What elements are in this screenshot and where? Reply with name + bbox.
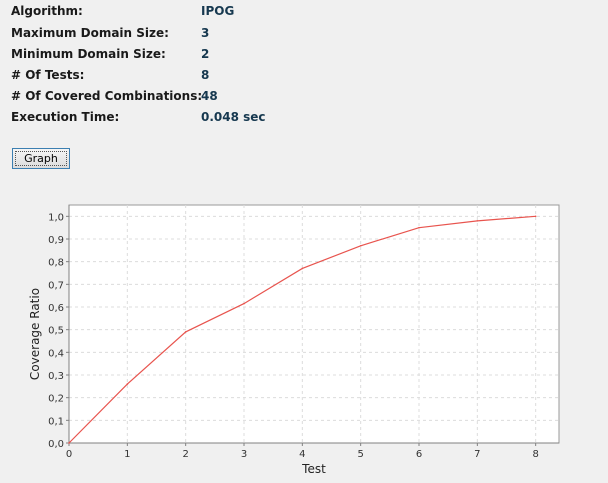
data-point xyxy=(359,245,362,247)
coverage-chart-svg: 0 1 2 3 4 5 6 7 8 0,0 0,1 0,2 0,3 0,4 0,5 0,6 0,7 0,8 0,9 1… xyxy=(28,204,560,476)
y-tick-label: 0,7 xyxy=(48,280,64,291)
x-tick-label: 6 xyxy=(416,449,422,460)
max-domain-value: 3 xyxy=(201,26,210,40)
x-tick-label: 0 xyxy=(66,449,72,460)
data-point xyxy=(476,220,479,222)
graph-button[interactable]: Graph xyxy=(12,148,70,169)
axes xyxy=(66,205,559,446)
y-tick-label: 0,8 xyxy=(48,258,64,269)
x-tick-label: 7 xyxy=(474,449,480,460)
data-point xyxy=(68,442,70,444)
y-tick-label: 0,0 xyxy=(48,439,64,450)
y-tick-label: 0,5 xyxy=(48,326,64,337)
series-layer xyxy=(68,215,537,444)
algorithm-label: Algorithm: xyxy=(11,4,83,18)
x-tick-label: 1 xyxy=(124,449,130,460)
data-point xyxy=(184,331,187,333)
plot-area xyxy=(68,204,560,444)
combinations-value: 48 xyxy=(201,89,218,103)
combinations-label: # Of Covered Combinations: xyxy=(11,89,203,103)
data-point xyxy=(243,302,245,305)
data-point xyxy=(126,383,129,385)
tests-label: # Of Tests: xyxy=(11,68,85,82)
x-tick-label: 5 xyxy=(357,449,363,460)
exec-time-value: 0.048 sec xyxy=(201,110,266,124)
x-tick-label: 2 xyxy=(182,449,188,460)
exec-time-label: Execution Time: xyxy=(11,110,120,124)
tests-value: 8 xyxy=(201,68,210,82)
y-tick-label: 0,2 xyxy=(48,394,64,405)
x-tick-label: 8 xyxy=(532,449,538,460)
y-tick-label: 0,3 xyxy=(48,371,64,382)
y-tick-label: 0,1 xyxy=(48,416,64,427)
min-domain-label: Minimum Domain Size: xyxy=(11,47,166,61)
data-point xyxy=(534,215,537,218)
max-domain-label: Maximum Domain Size: xyxy=(11,26,169,40)
x-tick-label: 3 xyxy=(241,449,247,460)
min-domain-value: 2 xyxy=(201,47,210,61)
x-tick-label: 4 xyxy=(299,449,305,460)
y-tick-label: 1,0 xyxy=(48,212,64,223)
y-axis-label: Coverage Ratio xyxy=(28,288,42,380)
y-tick-label: 0,6 xyxy=(48,303,64,314)
algorithm-value: IPOG xyxy=(201,4,235,18)
y-tick-label: 0,4 xyxy=(48,348,64,359)
x-axis-label: Test xyxy=(301,462,326,476)
coverage-chart: 0 1 2 3 4 5 6 7 8 0,0 0,1 0,2 0,3 0,4 0,5 0,6 0,7 0,8 0,9 1… xyxy=(0,190,608,483)
data-point xyxy=(418,226,420,229)
data-point xyxy=(301,267,304,270)
y-tick-label: 0,9 xyxy=(48,235,64,246)
tick-labels: 0 1 2 3 4 5 6 7 8 0,0 0,1 0,2 0,3 0,4 0,5 0,6 0,7 0,8 0,9 1… xyxy=(48,212,539,460)
